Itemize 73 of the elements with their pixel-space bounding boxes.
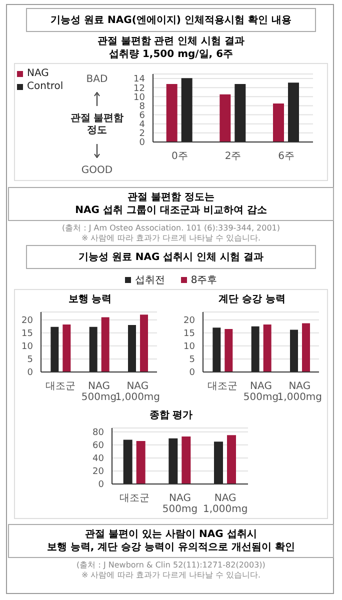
text: ※ 사람에 따라 효과가 다르게 나타날 수 있습니다. — [81, 234, 261, 242]
chart-subtitle: 섭취량 1,500 mg/일, 6주 — [108, 49, 234, 60]
y-tick-label: 20 — [92, 467, 104, 478]
x-tick-label: NAG 1,000mg — [115, 381, 160, 403]
chart-title: 종합 평가 — [149, 409, 193, 422]
text: GOOD — [81, 165, 113, 176]
bar — [224, 328, 233, 372]
text: 관절 불편함 정도는 NAG 섭취 그룹이 대조군과 비교하여 감소 — [8, 187, 334, 221]
bar — [89, 326, 98, 372]
bar — [263, 324, 272, 372]
y-tick-label: 10 — [22, 342, 34, 352]
bar — [251, 326, 260, 372]
bar — [302, 323, 310, 372]
y-tick-label: 6 — [139, 110, 146, 121]
bar — [166, 84, 178, 142]
bar — [273, 103, 284, 142]
x-tick-label: 0주 — [171, 151, 188, 162]
text: (출처 : J Am Osteo Association. 101 (6):339-344, 2001) — [62, 224, 280, 234]
x-tick-label: NAG 500mg — [243, 381, 279, 403]
bar — [234, 84, 246, 142]
y-tick-label: 5 — [27, 355, 33, 366]
bar — [181, 78, 192, 142]
y-tick-label: 10 — [184, 342, 196, 352]
text: 관절 불편이 있는 사람이 NAG 섭취시 보행 능력, 계단 승강 능력이 유의적으로 개선됨이 확인 — [8, 524, 334, 558]
y-tick-label: 10 — [134, 92, 146, 103]
y-tick-label: 0 — [189, 368, 196, 378]
chart-title: 계단 승강 능력 — [218, 293, 286, 306]
x-tick-label: 6주 — [278, 151, 295, 162]
bar — [212, 328, 221, 372]
y-tick-label: 2 — [139, 129, 145, 140]
legend-label: NAG — [27, 68, 49, 79]
x-tick-label: NAG 1,000mg — [202, 493, 248, 515]
bar — [128, 325, 136, 372]
y-tick-label: 15 — [22, 329, 33, 340]
y-tick-label: 80 — [92, 428, 104, 438]
text: (출처 : J Newborn & Clin 52(11):1271-82(2003)) — [76, 561, 266, 570]
bar — [50, 326, 59, 372]
x-tick-label: NAG 1,000mg — [277, 381, 322, 403]
y-tick-label: 5 — [189, 355, 195, 366]
bar — [140, 314, 148, 372]
chart-title: 보행 능력 — [68, 293, 112, 306]
legend-label: 섭취전 — [134, 274, 165, 287]
x-tick-label: 대조군 — [45, 381, 76, 392]
legend-label: 8주후 — [190, 274, 218, 287]
text: 기능성 원료 NAG(엔에이지) 인체적용시험 확인 내용 — [26, 8, 316, 32]
bar — [290, 330, 298, 372]
text: 기능성 원료 NAG 섭취시 인체 시험 결과 — [26, 245, 316, 269]
y-tick-label: 0 — [27, 368, 34, 378]
y-tick-label: 20 — [184, 316, 196, 326]
x-tick-label: NAG 500mg — [81, 381, 117, 403]
y-tick-label: 0 — [98, 480, 104, 490]
bar — [101, 317, 110, 372]
y-tick-label: 40 — [92, 454, 104, 464]
x-tick-label: 대조군 — [120, 493, 150, 504]
y-tick-label: 4 — [139, 120, 146, 130]
bar — [220, 94, 231, 142]
y-tick-label: 15 — [184, 329, 195, 340]
y-tick-label: 14 — [134, 74, 146, 85]
y-tick-label: 60 — [92, 441, 104, 452]
text: BAD — [86, 74, 108, 85]
chart-title: 관절 불편함 관련 인체 시험 결과 — [97, 36, 245, 47]
y-tick-label: 20 — [22, 316, 34, 326]
x-tick-label: 대조군 — [207, 381, 238, 392]
x-tick-label: NAG 500mg — [162, 493, 198, 515]
x-tick-label: 2주 — [224, 151, 242, 162]
y-axis-title: 관절 불편함 정도 — [69, 113, 125, 137]
y-tick-label: 0 — [139, 138, 146, 148]
y-tick-label: 8 — [139, 102, 146, 112]
bar — [62, 324, 71, 372]
bar — [288, 82, 299, 142]
legend-label: Control — [27, 81, 64, 92]
y-tick-label: 12 — [134, 84, 145, 94]
text: ※ 사람에 따라 효과가 다르게 나타날 수 있습니다. — [81, 570, 261, 580]
